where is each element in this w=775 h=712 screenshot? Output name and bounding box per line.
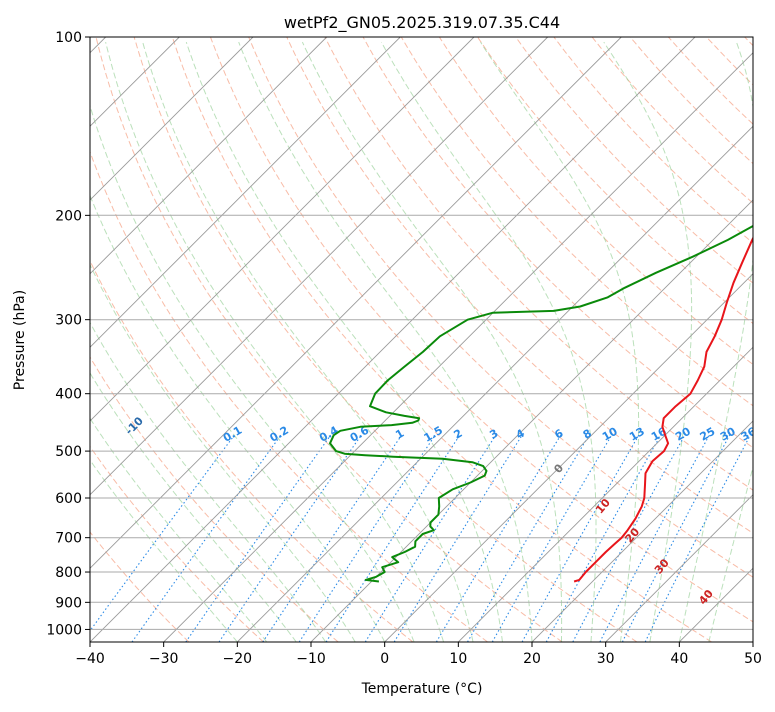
dewpoint-profile-line: [330, 37, 775, 582]
mixing-ratio-label: 3: [487, 427, 500, 442]
mixing-ratio-label: 2: [451, 427, 464, 442]
x-tick-label: 0: [380, 651, 389, 667]
grid-layer: [0, 37, 775, 642]
isotherm-line: [0, 37, 400, 642]
moist-adiabat-line: [74, 42, 414, 642]
moist-adiabat-line: [0, 42, 296, 642]
x-tick-label: 30: [597, 651, 615, 667]
mixing-ratio-line: [132, 435, 281, 642]
mixing-ratio-label: 4: [514, 426, 527, 441]
dry-adiabat-line: [707, 37, 775, 642]
dry-adiabat-line: [745, 37, 775, 642]
mixing-ratio-line: [645, 435, 750, 642]
x-tick-label: −40: [75, 651, 105, 667]
mixing-ratio-line: [436, 435, 560, 642]
dry-adiabat-line: [668, 37, 775, 642]
y-tick-label: 100: [55, 30, 82, 46]
moist-adiabat-label: 40: [696, 587, 716, 607]
moist-adiabat-line: [381, 42, 596, 642]
x-tick-label: 20: [523, 651, 541, 667]
mixing-ratio-label: 13: [627, 425, 647, 444]
mixing-ratio-label: 20: [673, 425, 693, 444]
x-tick-label: 40: [670, 651, 688, 667]
isotherm-line: [90, 37, 695, 642]
isotherm-line: [237, 37, 775, 642]
isotherm-line: [164, 37, 769, 642]
isotherm-line: [311, 37, 775, 642]
x-tick-label: −20: [223, 651, 253, 667]
x-tick-label: −30: [149, 651, 179, 667]
chart-title: wetPf2_GN05.2025.319.07.35.C44: [284, 13, 560, 33]
x-axis-label: Temperature (°C): [361, 681, 483, 697]
dry-adiabat-line: [592, 37, 775, 642]
isotherm-line: [679, 37, 775, 642]
isotherm-line: [0, 37, 327, 642]
dry-adiabat-line: [0, 37, 338, 642]
y-tick-label: 800: [55, 565, 82, 581]
mixing-ratio-line: [365, 435, 495, 642]
isotherm-line: [0, 37, 474, 642]
isotherm-line: [458, 37, 775, 642]
x-tick-label: −10: [296, 651, 326, 667]
dry-adiabat-line: [58, 37, 488, 642]
mixing-ratio-label: 0.4: [317, 423, 341, 444]
x-tick-label: 10: [449, 651, 467, 667]
moist-adiabat-line: [143, 42, 473, 642]
x-tick-label: 50: [744, 651, 762, 667]
moist-adiabat-line: [0, 42, 267, 642]
mixing-ratio-label: 1.5: [422, 424, 445, 445]
mixing-ratio-line: [468, 435, 590, 642]
mixing-ratio-label: 10: [600, 425, 620, 444]
moist-adiabat-line: [0, 42, 237, 642]
mixing-ratio-line: [622, 435, 729, 642]
y-tick-label: 400: [55, 387, 82, 403]
y-tick-label: 600: [55, 491, 82, 507]
moist-adiabat-line: [604, 42, 692, 642]
y-axis-label: Pressure (hPa): [12, 290, 28, 390]
mixing-ratio-label: 6: [552, 426, 565, 441]
moist-adiabat-line: [302, 42, 561, 642]
mixing-ratio-line: [263, 435, 402, 642]
y-tick-label: 900: [55, 595, 82, 611]
mixing-ratio-label: 30: [718, 425, 738, 444]
isotherm-line: [753, 37, 775, 642]
dry-adiabat-label: -10: [123, 414, 146, 437]
mixing-ratio-label: 1: [393, 427, 406, 442]
y-tick-label: 1000: [46, 622, 82, 638]
dry-adiabat-line: [478, 37, 775, 642]
moist-adiabat-line: [239, 42, 532, 642]
mixing-ratio-label: 0.2: [267, 424, 290, 445]
mixing-ratio-label: 0.1: [221, 424, 244, 445]
y-tick-label: 300: [55, 313, 82, 329]
isotherm-line: [16, 37, 621, 642]
series-layer: [330, 37, 775, 582]
isotherm-line: [0, 37, 548, 642]
moist-adiabat-line: [0, 42, 326, 642]
moist-adiabat-line: [46, 42, 385, 642]
y-tick-label: 500: [55, 444, 82, 460]
moist-adiabat-line: [186, 42, 502, 642]
y-tick-label: 200: [55, 208, 82, 224]
mixing-ratio-label: 36: [739, 425, 759, 444]
dry-adiabat-line: [20, 37, 413, 642]
moist-adiabat-label: 30: [652, 556, 672, 576]
moist-adiabat-line: [106, 42, 444, 642]
isotherm-line: [0, 37, 253, 642]
mixing-ratio-label: 25: [698, 425, 718, 444]
y-tick-label: 700: [55, 531, 82, 547]
dry-adiabat-line: [134, 37, 637, 642]
mixing-ratio-line: [600, 435, 709, 642]
